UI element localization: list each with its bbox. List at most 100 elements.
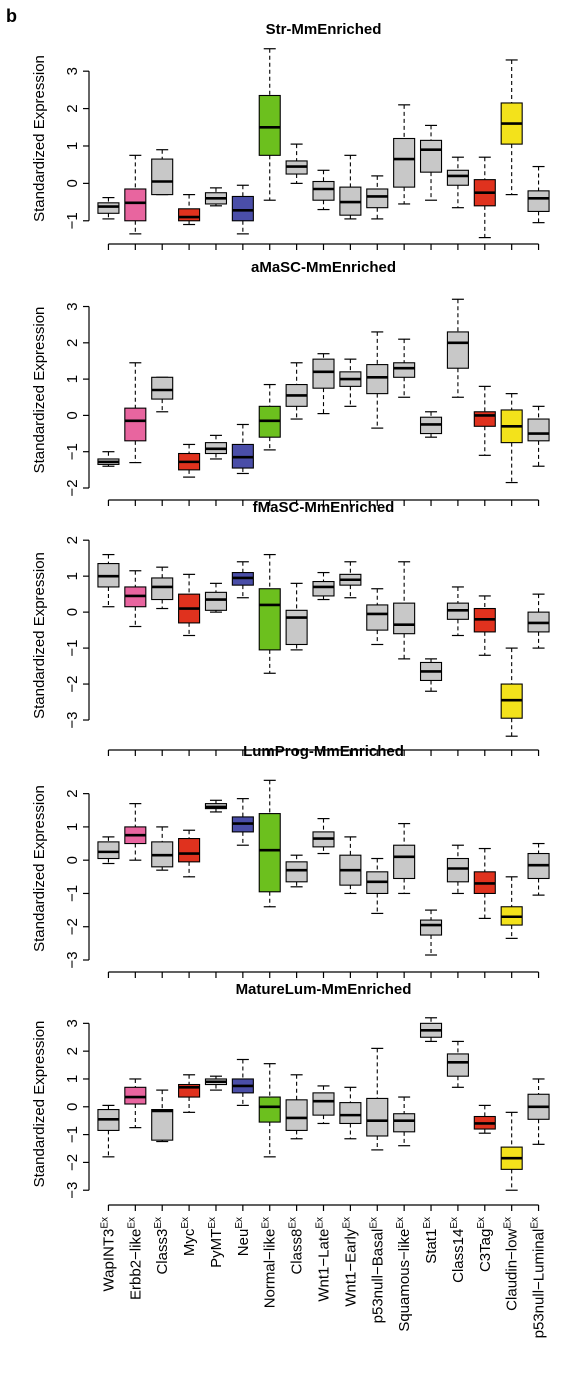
- panel-title: LumProg-MmEnriched: [243, 743, 404, 760]
- box-iqr: [312, 1092, 335, 1116]
- box-4: [178, 194, 201, 226]
- panel-letter: b: [6, 6, 17, 26]
- box-iqr: [124, 407, 147, 442]
- box-2: [124, 803, 147, 861]
- y-tick-label: 1: [64, 142, 81, 150]
- box-11: [366, 1047, 389, 1151]
- x-category-label: C3TagEx: [476, 1217, 494, 1272]
- box-1: [97, 196, 120, 220]
- box-1: [97, 836, 120, 865]
- box-9: [312, 817, 335, 855]
- box-17: [527, 405, 550, 467]
- y-tick-label: −2: [64, 479, 81, 496]
- box-14: [446, 586, 469, 637]
- y-tick-label: −3: [64, 711, 81, 728]
- box-iqr: [258, 813, 281, 893]
- box-13: [419, 124, 443, 201]
- box-13: [419, 658, 443, 692]
- y-tick-label: −1: [64, 1126, 81, 1143]
- box-iqr: [151, 376, 174, 400]
- y-tick-label: 3: [64, 1019, 81, 1027]
- category-superscript: Ex: [180, 1217, 191, 1229]
- y-axis-title: Standardized Expression: [31, 307, 48, 474]
- box-3: [151, 826, 174, 871]
- box-7: [258, 779, 281, 908]
- box-4: [178, 829, 201, 878]
- box-10: [339, 154, 362, 220]
- box-iqr: [312, 581, 335, 597]
- box-iqr: [366, 1097, 389, 1137]
- x-category-label: Class14Ex: [449, 1217, 467, 1283]
- box-iqr: [285, 861, 308, 883]
- y-tick-label: −2: [64, 675, 81, 692]
- box-8: [285, 854, 308, 888]
- box-iqr: [178, 838, 201, 863]
- box-10: [339, 358, 362, 407]
- box-9: [312, 571, 335, 601]
- y-tick-label: 2: [64, 1047, 81, 1055]
- category-superscript: Ex: [153, 1217, 164, 1229]
- box-17: [527, 593, 550, 649]
- box-5: [204, 799, 228, 813]
- box-15: [473, 156, 496, 239]
- box-6: [231, 423, 254, 475]
- category-superscript: Ex: [126, 1217, 137, 1229]
- box-3: [151, 566, 174, 610]
- box-6: [231, 798, 254, 846]
- box-14: [446, 844, 469, 895]
- box-7: [258, 1063, 281, 1158]
- y-tick-label: −2: [64, 918, 81, 935]
- box-10: [339, 836, 362, 895]
- boxplot-panel-2: aMaSC-MmEnriched −2 −1 0 1 2 3 Standardized Exp…: [31, 259, 550, 506]
- box-17: [527, 165, 550, 224]
- box-iqr: [366, 604, 389, 631]
- y-tick-label: 1: [64, 823, 81, 831]
- category-superscript: Ex: [530, 1217, 541, 1229]
- category-superscript: Ex: [503, 1217, 514, 1229]
- box-iqr: [393, 1113, 416, 1133]
- box-11: [366, 588, 389, 646]
- box-11: [366, 857, 389, 915]
- box-iqr: [446, 857, 469, 883]
- y-tick-label: −1: [64, 443, 81, 460]
- x-category-label: WapINT3Ex: [99, 1217, 117, 1291]
- x-category-label: p53null−LuminalEx: [530, 1217, 548, 1338]
- y-axis-title: Standardized Expression: [31, 552, 48, 719]
- box-iqr: [231, 195, 254, 222]
- box-11: [366, 331, 389, 429]
- box-4: [178, 1074, 201, 1113]
- box-iqr: [339, 1102, 362, 1125]
- box-15: [473, 385, 496, 456]
- box-10: [339, 561, 362, 599]
- y-tick-label: 3: [64, 302, 81, 310]
- box-iqr: [151, 1109, 174, 1141]
- box-15: [473, 595, 496, 656]
- box-iqr: [312, 180, 335, 201]
- box-8: [285, 582, 308, 651]
- box-iqr: [124, 188, 147, 222]
- box-6: [231, 561, 254, 599]
- box-2: [124, 362, 147, 464]
- box-9: [312, 1085, 335, 1125]
- box-13: [419, 909, 443, 956]
- category-superscript: Ex: [449, 1217, 460, 1229]
- panel-title: aMaSC-MmEnriched: [251, 259, 396, 276]
- y-tick-label: 3: [64, 67, 81, 75]
- y-tick-label: −3: [64, 1182, 81, 1199]
- box-4: [178, 443, 201, 478]
- box-1: [97, 553, 120, 608]
- y-tick-label: 0: [64, 179, 81, 187]
- box-4: [178, 573, 201, 637]
- x-category-label: Class3Ex: [153, 1217, 171, 1275]
- x-category-label: Claudin−lowEx: [503, 1217, 521, 1311]
- box-iqr: [366, 364, 389, 395]
- box-7: [258, 48, 281, 201]
- box-iqr: [393, 602, 416, 635]
- box-8: [285, 362, 308, 420]
- y-tick-label: 2: [64, 339, 81, 347]
- box-iqr: [258, 588, 281, 651]
- x-category-label: PyMTEx: [207, 1217, 225, 1268]
- box-iqr: [527, 418, 550, 442]
- box-5: [204, 582, 228, 613]
- x-axis-labels: WapINT3Ex Erbb2−likeEx Class3Ex MycEx PyMTEx…: [99, 1217, 547, 1338]
